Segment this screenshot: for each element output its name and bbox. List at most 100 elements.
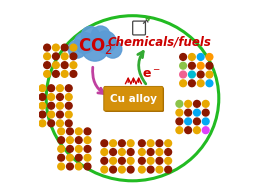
Circle shape (68, 40, 86, 58)
Circle shape (193, 109, 200, 116)
Circle shape (139, 149, 145, 155)
Circle shape (57, 102, 63, 109)
Text: Cu alloy: Cu alloy (110, 94, 157, 104)
Circle shape (118, 149, 125, 155)
Circle shape (188, 62, 195, 69)
Circle shape (206, 62, 213, 69)
Circle shape (65, 102, 72, 109)
Circle shape (44, 53, 50, 60)
Circle shape (110, 149, 117, 155)
Circle shape (70, 53, 77, 60)
Circle shape (165, 149, 171, 155)
Circle shape (110, 166, 117, 173)
Circle shape (61, 44, 68, 51)
Circle shape (206, 80, 213, 87)
Circle shape (58, 146, 65, 152)
Circle shape (156, 149, 163, 155)
Circle shape (127, 140, 134, 147)
Circle shape (91, 26, 110, 45)
Text: CO$_2$: CO$_2$ (78, 36, 112, 56)
Circle shape (75, 146, 82, 152)
Circle shape (176, 101, 183, 107)
Circle shape (110, 140, 117, 147)
Circle shape (206, 53, 213, 60)
Circle shape (44, 62, 50, 68)
Circle shape (156, 166, 163, 173)
Circle shape (165, 140, 171, 147)
Circle shape (52, 53, 59, 60)
Circle shape (176, 109, 183, 116)
Circle shape (74, 33, 95, 53)
Text: e$^-$: e$^-$ (142, 68, 161, 81)
Circle shape (101, 157, 108, 164)
Circle shape (65, 120, 72, 127)
Circle shape (139, 140, 145, 147)
Circle shape (48, 94, 55, 100)
Circle shape (48, 111, 55, 118)
Circle shape (52, 62, 59, 68)
Circle shape (193, 101, 200, 107)
Circle shape (52, 44, 59, 51)
Circle shape (139, 157, 145, 164)
Circle shape (84, 163, 91, 170)
Circle shape (81, 34, 108, 61)
Circle shape (202, 118, 209, 125)
Circle shape (127, 157, 134, 164)
Circle shape (65, 94, 72, 100)
Circle shape (193, 118, 200, 125)
Circle shape (84, 154, 91, 161)
Circle shape (180, 53, 187, 60)
Circle shape (118, 140, 125, 147)
Circle shape (147, 149, 154, 155)
Circle shape (67, 163, 73, 170)
Circle shape (61, 53, 68, 60)
Circle shape (39, 94, 46, 100)
Circle shape (197, 53, 204, 60)
Circle shape (75, 154, 82, 161)
Circle shape (147, 166, 154, 173)
Circle shape (156, 157, 163, 164)
Circle shape (44, 44, 50, 51)
Circle shape (206, 71, 213, 78)
Circle shape (202, 109, 209, 116)
Circle shape (202, 101, 209, 107)
Circle shape (52, 70, 59, 77)
Circle shape (147, 140, 154, 147)
Circle shape (104, 40, 122, 58)
Circle shape (185, 109, 192, 116)
Circle shape (176, 118, 183, 125)
Circle shape (39, 85, 46, 92)
Circle shape (176, 127, 183, 134)
Circle shape (48, 102, 55, 109)
Circle shape (57, 94, 63, 100)
Circle shape (197, 71, 204, 78)
Circle shape (44, 70, 50, 77)
Circle shape (58, 163, 65, 170)
Circle shape (67, 128, 73, 135)
Circle shape (39, 111, 46, 118)
Circle shape (188, 71, 195, 78)
Circle shape (197, 62, 204, 69)
Circle shape (127, 149, 134, 155)
Circle shape (188, 53, 195, 60)
Circle shape (139, 166, 145, 173)
Circle shape (67, 154, 73, 161)
Circle shape (110, 157, 117, 164)
Circle shape (202, 127, 209, 134)
Circle shape (84, 128, 91, 135)
Circle shape (147, 157, 154, 164)
Circle shape (48, 85, 55, 92)
Circle shape (65, 85, 72, 92)
Circle shape (65, 111, 72, 118)
Circle shape (127, 166, 134, 173)
Circle shape (75, 137, 82, 143)
Circle shape (58, 137, 65, 143)
Circle shape (70, 70, 77, 77)
Circle shape (48, 120, 55, 127)
Circle shape (57, 120, 63, 127)
Circle shape (94, 31, 116, 53)
Circle shape (165, 166, 171, 173)
Circle shape (58, 154, 65, 161)
Circle shape (84, 146, 91, 152)
Circle shape (70, 44, 77, 51)
